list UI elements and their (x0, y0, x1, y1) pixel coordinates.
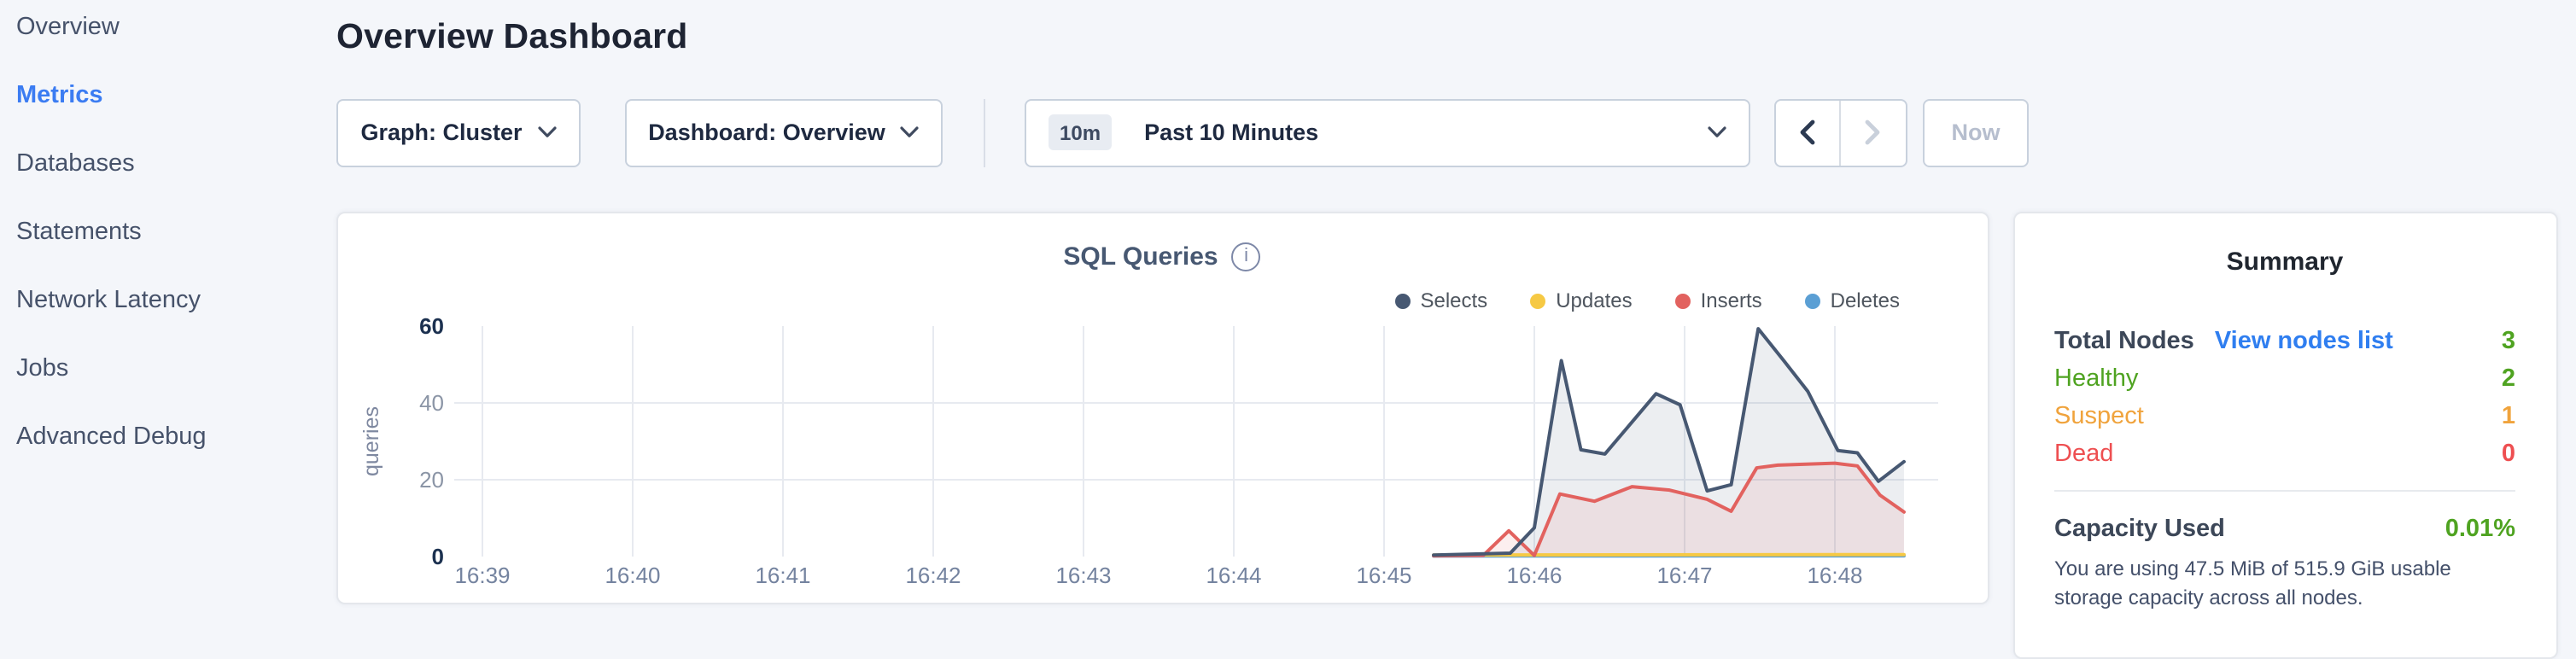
next-button[interactable] (1839, 100, 1905, 165)
svg-text:20: 20 (418, 467, 443, 493)
svg-text:16:46: 16:46 (1505, 563, 1561, 588)
svg-text:60: 60 (418, 313, 443, 339)
total-nodes-row: Total Nodes View nodes list 3 (2054, 323, 2515, 360)
svg-text:queries: queries (359, 406, 383, 476)
summary-card: Summary Total Nodes View nodes list 3 He… (2012, 212, 2557, 659)
sidebar-item-metrics[interactable]: Metrics (16, 81, 103, 108)
dashboard-dropdown-label: Dashboard: Overview (648, 120, 885, 145)
page-title: Overview Dashboard (336, 17, 688, 56)
status-value: 2 (2501, 365, 2515, 393)
total-nodes-value: 3 (2501, 328, 2515, 355)
legend-label: Selects (1420, 289, 1488, 312)
chart-title-row: SQL Queries (337, 242, 1987, 271)
time-window-label: Past 10 Minutes (1144, 120, 1319, 145)
legend-label: Inserts (1700, 289, 1762, 312)
chevron-right-icon (1866, 120, 1880, 145)
status-value: 0 (2501, 440, 2515, 468)
app: Overview Metrics Databases Statements Networ… (0, 0, 2576, 623)
legend-item-selects: Selects (1394, 289, 1487, 312)
svg-text:16:45: 16:45 (1355, 563, 1411, 588)
info-icon[interactable] (1231, 242, 1261, 271)
sidebar-item-overview[interactable]: Overview (16, 13, 120, 40)
sidebar-item-network-latency[interactable]: Network Latency (16, 286, 201, 313)
sidebar-nav: Overview Metrics Databases Statements Networ… (16, 0, 207, 470)
sidebar-item-advanced-debug[interactable]: Advanced Debug (16, 423, 207, 450)
sidebar-item-statements[interactable]: Statements (16, 218, 142, 245)
svg-text:0: 0 (431, 544, 443, 569)
svg-text:16:44: 16:44 (1205, 563, 1260, 588)
chart-legend: Selects Updates Inserts Deletes (1394, 289, 1900, 312)
capacity-description: You are using 47.5 MiB of 515.9 GiB usab… (2054, 557, 2451, 609)
legend-item-inserts: Inserts (1674, 289, 1762, 312)
status-label: Dead (2054, 440, 2114, 468)
svg-text:16:42: 16:42 (904, 563, 960, 588)
sql-queries-chart[interactable]: 16:39 16:40 16:41 16:42 16:43 16:44 16:45 16:46… (337, 213, 1990, 606)
time-pager (1773, 98, 1907, 166)
legend-dot (1394, 293, 1411, 308)
legend-dot (1530, 293, 1546, 308)
svg-text:40: 40 (418, 390, 443, 416)
capacity-label: Capacity Used (2054, 516, 2225, 543)
summary-row-suspect: Suspect 1 (2054, 398, 2515, 435)
sidebar-item-databases[interactable]: Databases (16, 149, 135, 177)
capacity-row: Capacity Used 0.01% (2054, 510, 2515, 548)
summary-title: Summary (2226, 248, 2344, 277)
graph-dropdown-label: Graph: Cluster (360, 120, 523, 145)
sidebar-item-jobs[interactable]: Jobs (16, 354, 69, 382)
summary-divider (2054, 490, 2515, 492)
time-window-dropdown[interactable]: 10m Past 10 Minutes (1025, 98, 1750, 166)
legend-dot (1674, 293, 1691, 308)
now-button[interactable]: Now (1923, 98, 2029, 166)
toolbar-divider (984, 98, 985, 166)
status-label: Healthy (2054, 365, 2139, 393)
legend-label: Updates (1556, 289, 1633, 312)
chevron-down-icon (901, 126, 920, 137)
prev-button[interactable] (1775, 100, 1839, 165)
legend-item-deletes: Deletes (1804, 289, 1900, 312)
legend-dot (1804, 293, 1820, 308)
view-nodes-list-link[interactable]: View nodes list (2214, 328, 2393, 355)
legend-label: Deletes (1830, 289, 1900, 312)
node-status-rows: Healthy 2 Suspect 1 Dead 0 (2054, 360, 2515, 473)
dashboard-dropdown[interactable]: Dashboard: Overview (625, 98, 943, 166)
chevron-down-icon (537, 126, 557, 137)
chart-title: SQL Queries (1063, 242, 1218, 271)
svg-text:16:39: 16:39 (453, 563, 509, 588)
status-label: Suspect (2054, 403, 2144, 430)
chart-card: SQL Queries Selects Updates Inserts Deletes… (336, 212, 1989, 604)
capacity-value: 0.01% (2445, 516, 2515, 543)
svg-text:16:41: 16:41 (754, 563, 809, 588)
svg-text:16:40: 16:40 (604, 563, 659, 588)
now-button-label: Now (1951, 120, 2001, 145)
chevron-left-icon (1800, 120, 1814, 145)
summary-body: Total Nodes View nodes list 3 Healthy 2 Su… (2054, 323, 2515, 611)
chevron-down-icon (1708, 126, 1726, 137)
summary-row-dead: Dead 0 (2054, 435, 2515, 473)
total-nodes-label: Total Nodes (2054, 328, 2194, 355)
status-value: 1 (2501, 403, 2515, 430)
summary-row-healthy: Healthy 2 (2054, 360, 2515, 398)
time-window-badge: 10m (1049, 114, 1113, 150)
svg-text:16:47: 16:47 (1656, 563, 1711, 588)
legend-item-updates: Updates (1530, 289, 1633, 312)
graph-dropdown[interactable]: Graph: Cluster (336, 98, 581, 166)
svg-text:16:43: 16:43 (1054, 563, 1110, 588)
svg-text:16:48: 16:48 (1806, 563, 1861, 588)
